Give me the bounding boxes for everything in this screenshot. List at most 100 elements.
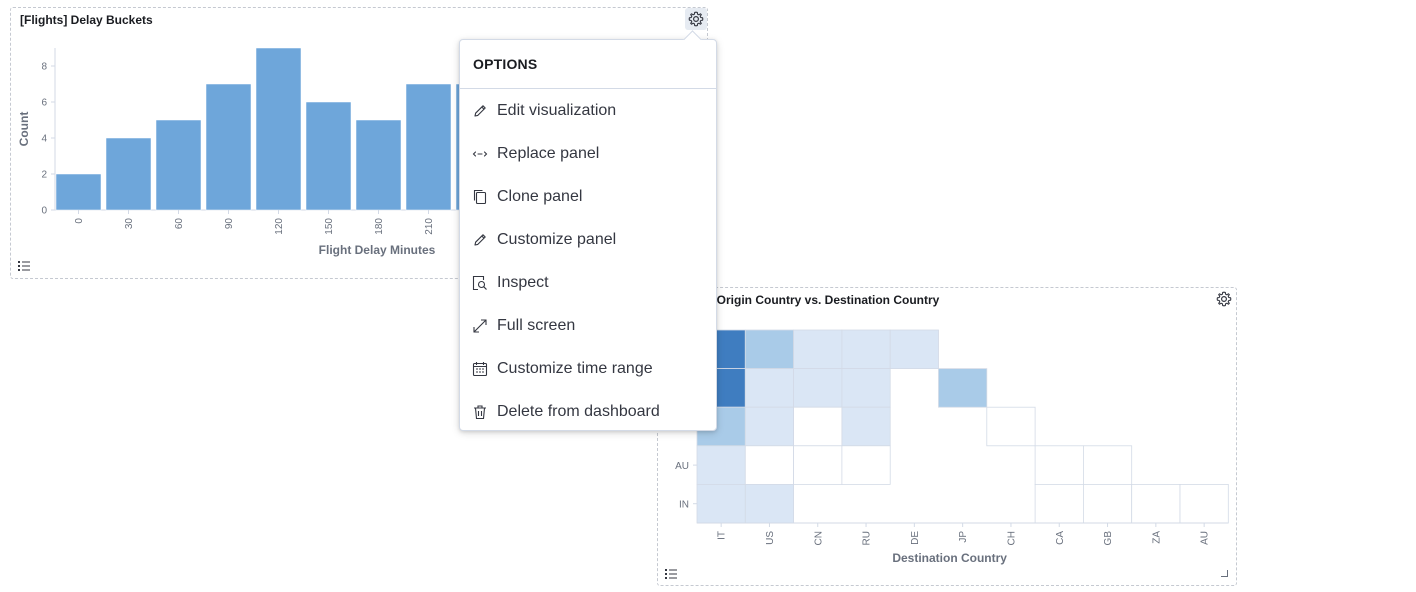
menu-item-customize-time-range[interactable]: Customize time range: [460, 347, 716, 390]
menu-item-replace-panel[interactable]: Replace panel: [460, 132, 716, 175]
x-tick-label: 90: [224, 218, 235, 230]
x-tick-label: 150: [324, 218, 335, 235]
bar[interactable]: [305, 101, 352, 211]
x-tick-label: CH: [1006, 531, 1017, 545]
panel-options-button[interactable]: [685, 8, 707, 30]
bar[interactable]: [355, 119, 402, 211]
heatmap-cell[interactable]: [1131, 483, 1181, 524]
menu-item-label: Inspect: [497, 273, 549, 291]
heatmap-cell[interactable]: [696, 483, 746, 524]
heatmap-cell[interactable]: [986, 406, 1036, 447]
trash-icon: [472, 404, 488, 420]
y-tick-label: IN: [679, 500, 689, 511]
heatmap-cell[interactable]: [744, 483, 795, 524]
y-tick-label: 2: [41, 170, 47, 181]
menu-item-edit-visualization[interactable]: Edit visualization: [460, 89, 716, 132]
panel-title: [Flights] Origin Country vs. Destination…: [666, 293, 940, 307]
y-tick-label: AU: [675, 461, 689, 472]
heatmap-cell[interactable]: [1179, 483, 1229, 524]
menu-item-delete-from-dashboard[interactable]: Delete from dashboard: [460, 390, 716, 433]
menu-item-clone-panel[interactable]: Clone panel: [460, 175, 716, 218]
heatmap-chart: AU IN IT US CN RU DE JP CH CA GB ZA AU Destination Co…: [675, 329, 1229, 565]
heatmap-cell[interactable]: [744, 445, 795, 485]
heatmap-cell[interactable]: [1034, 445, 1084, 485]
x-tick-label: IT: [717, 531, 728, 540]
x-tick-label: 60: [174, 218, 185, 230]
heatmap-cell[interactable]: [841, 406, 891, 447]
x-axis-title: Flight Delay Minutes: [319, 243, 436, 257]
heatmap-cell[interactable]: [744, 368, 795, 408]
x-tick-label: 210: [424, 218, 435, 235]
heatmap-cell[interactable]: [841, 329, 891, 369]
menu-header: OPTIONS: [460, 40, 716, 89]
list-icon: [18, 261, 30, 271]
bar[interactable]: [405, 83, 452, 211]
y-axis-title: Count: [17, 112, 31, 147]
x-tick-label: CN: [813, 531, 824, 545]
x-tick-label: US: [765, 531, 776, 545]
legend-toggle-button[interactable]: [664, 567, 678, 581]
menu-item-label: Customize panel: [497, 230, 617, 248]
menu-item-label: Replace panel: [497, 144, 600, 162]
heatmap-cell[interactable]: [793, 406, 843, 447]
gear-icon: [688, 11, 704, 27]
heatmap-cell[interactable]: [1082, 445, 1133, 485]
swap-icon: [472, 146, 488, 162]
x-tick-label: 120: [274, 218, 285, 235]
x-tick-label: ZA: [1151, 531, 1162, 544]
bar[interactable]: [105, 137, 152, 211]
panel-options-button[interactable]: [1213, 288, 1235, 310]
menu-item-label: Customize time range: [497, 359, 653, 377]
pencil-icon: [472, 103, 488, 119]
menu-item-inspect[interactable]: Inspect: [460, 261, 716, 304]
x-tick-label: RU: [862, 531, 873, 545]
heatmap-cell[interactable]: [1082, 483, 1133, 524]
menu-item-label: Edit visualization: [497, 101, 617, 119]
bar[interactable]: [205, 83, 252, 211]
heatmap-cell[interactable]: [744, 406, 795, 447]
heatmap-cell[interactable]: [793, 368, 843, 408]
x-tick-label: DE: [910, 531, 921, 545]
y-tick-label: 0: [41, 206, 47, 217]
inspect-icon: [472, 275, 488, 291]
resize-handle[interactable]: [1221, 570, 1228, 577]
heatmap-cell[interactable]: [841, 445, 891, 485]
heatmap-cell[interactable]: [744, 329, 795, 369]
x-tick-label: CA: [1055, 531, 1066, 545]
menu-item-label: Delete from dashboard: [497, 402, 660, 420]
expand-icon: [472, 318, 488, 334]
list-icon: [665, 569, 677, 579]
bar[interactable]: [255, 47, 302, 211]
x-tick-label: AU: [1200, 531, 1211, 545]
gear-icon: [1216, 291, 1232, 307]
x-tick-label: JP: [958, 531, 969, 543]
x-axis-title: Destination Country: [892, 551, 1007, 565]
x-tick-label: 30: [124, 218, 135, 230]
bar-chart: 024680306090120150180210240CountFlight D…: [17, 47, 701, 257]
menu-item-label: Full screen: [497, 316, 576, 334]
bar[interactable]: [55, 173, 102, 211]
menu-item-label: Clone panel: [497, 187, 583, 205]
x-tick-label: 180: [374, 218, 385, 235]
calendar-icon: [472, 361, 488, 377]
panel-origin-vs-destination: [Flights] Origin Country vs. Destination…: [657, 287, 1237, 586]
heatmap-cell[interactable]: [889, 329, 939, 369]
menu-item-customize-panel[interactable]: Customize panel: [460, 218, 716, 261]
pencil-icon: [472, 232, 488, 248]
heatmap-cell[interactable]: [793, 329, 843, 369]
y-tick-label: 8: [41, 62, 47, 73]
copy-icon: [472, 189, 488, 205]
panel-title: [Flights] Delay Buckets: [20, 13, 153, 27]
legend-toggle-button[interactable]: [17, 259, 31, 273]
heatmap-cell[interactable]: [938, 368, 988, 408]
heatmap-cell[interactable]: [696, 445, 746, 485]
heatmap-cell[interactable]: [841, 368, 891, 408]
x-tick-label: 0: [74, 218, 85, 224]
y-tick-label: 4: [41, 134, 47, 145]
bar[interactable]: [155, 119, 202, 211]
heatmap-cell[interactable]: [1034, 483, 1084, 524]
menu-item-full-screen[interactable]: Full screen: [460, 304, 716, 347]
panel-options-menu: OPTIONS Edit visualization Replace panel…: [459, 30, 717, 433]
y-tick-label: 6: [41, 98, 47, 109]
heatmap-cell[interactable]: [793, 445, 843, 485]
